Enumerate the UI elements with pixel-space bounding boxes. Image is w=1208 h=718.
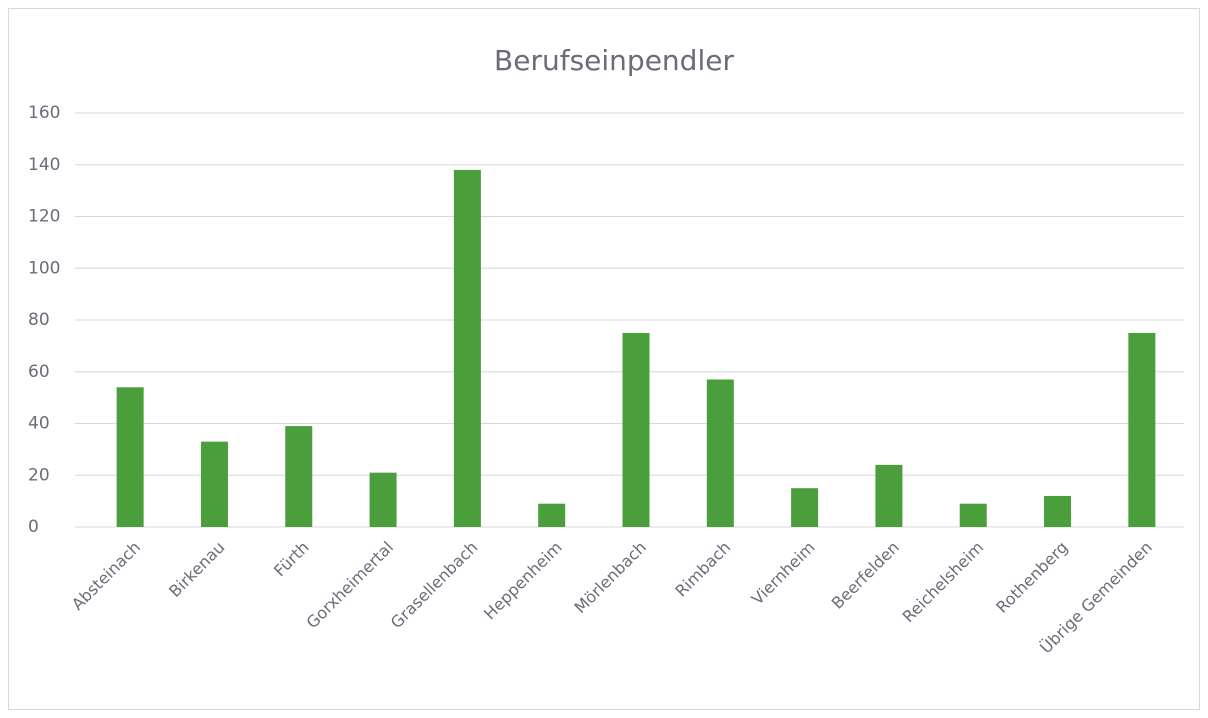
bar xyxy=(285,426,313,527)
y-tick-label: 60 xyxy=(28,362,50,382)
bar xyxy=(875,464,903,527)
y-tick-label: 120 xyxy=(28,207,60,227)
bar xyxy=(622,332,650,527)
bar xyxy=(1128,332,1156,527)
bar xyxy=(453,169,481,528)
bar xyxy=(1044,495,1072,527)
bar xyxy=(959,503,987,527)
bar xyxy=(200,441,228,527)
y-tick-label: 80 xyxy=(28,310,50,330)
y-tick-label: 40 xyxy=(28,414,50,434)
y-tick-label: 140 xyxy=(28,155,60,175)
chart-border xyxy=(8,8,1200,710)
bar xyxy=(791,488,819,527)
bar xyxy=(116,387,144,527)
bar xyxy=(706,379,734,527)
y-tick-label: 100 xyxy=(28,258,60,278)
chart-title: Berufseinpendler xyxy=(494,44,734,77)
y-tick-label: 0 xyxy=(28,517,39,537)
y-tick-label: 160 xyxy=(28,103,60,123)
y-tick-label: 20 xyxy=(28,465,50,485)
bar xyxy=(538,503,566,527)
bar xyxy=(369,472,397,527)
